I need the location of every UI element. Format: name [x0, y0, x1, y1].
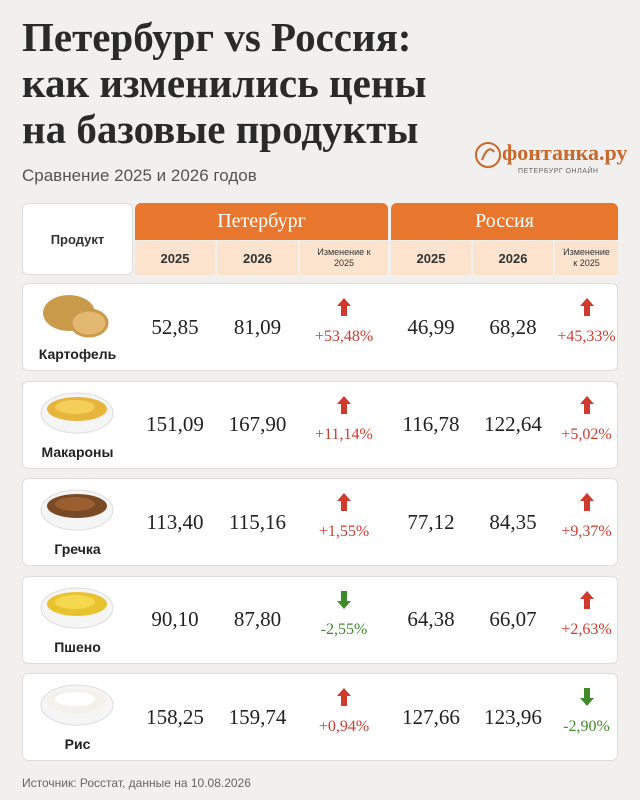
- change: -2,90%: [563, 718, 610, 735]
- title-line: на базовые продукты: [22, 106, 419, 152]
- column-header: 2026: [217, 241, 298, 275]
- price: 115,16: [229, 509, 286, 534]
- price: 158,25: [146, 704, 204, 729]
- change: +11,14%: [315, 425, 373, 443]
- group-header: Петербург: [135, 203, 388, 240]
- logo-icon: [475, 142, 501, 168]
- logo: фонтанка.ру: [502, 140, 628, 165]
- product-name: Макароны: [41, 443, 114, 460]
- price: 151,09: [146, 412, 204, 436]
- product-image: [40, 392, 114, 433]
- column-header: 2025: [135, 241, 215, 275]
- arrow-up: [579, 493, 594, 511]
- product-name: Гречка: [54, 541, 101, 557]
- arrow-up: [579, 395, 594, 414]
- row-card: [22, 673, 618, 761]
- product-header: Продукт: [22, 203, 133, 275]
- product-name: Пшено: [54, 638, 101, 655]
- price: 46,99: [407, 314, 455, 339]
- title: Петербург vs Россия: как изменились цены…: [22, 14, 426, 152]
- price: 90,10: [151, 607, 199, 631]
- price: 77,12: [407, 509, 455, 534]
- price: 66,07: [489, 607, 537, 631]
- change: -2,55%: [320, 620, 368, 638]
- price: 122,64: [484, 412, 542, 436]
- price: 52,85: [151, 314, 199, 339]
- row-card: [22, 478, 618, 566]
- change: +9,37%: [561, 523, 612, 540]
- product-image: [40, 684, 114, 726]
- row-card: [22, 283, 618, 371]
- change: +53,48%: [314, 328, 374, 345]
- product-name: Рис: [64, 736, 91, 752]
- source: Источник: Росстат, данные на 10.08.2026: [22, 776, 251, 790]
- column-header: 2025: [391, 241, 471, 275]
- product-image: [43, 295, 109, 338]
- product-image: [40, 587, 114, 628]
- column-header: Изменение к 2025: [300, 241, 388, 275]
- change: +2,63%: [561, 620, 612, 638]
- change: +45,33%: [557, 328, 616, 345]
- price: 64,38: [407, 607, 455, 631]
- price: 81,09: [233, 314, 282, 339]
- row-card: [22, 575, 618, 664]
- price: 159,74: [228, 704, 287, 729]
- price: 123,96: [484, 704, 542, 729]
- arrow-up: [337, 395, 351, 414]
- product-image: [40, 489, 114, 531]
- arrow-down: [337, 590, 351, 609]
- arrow-down: [579, 688, 594, 706]
- price: 68,28: [489, 314, 537, 339]
- arrow-up: [579, 298, 594, 316]
- price: 84,35: [489, 509, 537, 534]
- arrow-up: [337, 493, 351, 511]
- change: +0,94%: [318, 718, 370, 735]
- title-line: Петербург vs Россия:: [22, 14, 412, 60]
- price: 167,90: [228, 412, 287, 436]
- price: 113,40: [146, 509, 204, 534]
- price: 116,78: [402, 412, 460, 436]
- price: 127,66: [402, 704, 460, 729]
- group-header: Россия: [391, 203, 618, 240]
- row-card: [22, 380, 618, 469]
- arrow-up: [337, 688, 351, 706]
- price: 87,80: [233, 607, 282, 631]
- title-line: как изменились цены: [22, 60, 427, 106]
- change: +1,55%: [318, 523, 370, 540]
- column-header: Изменение к 2025: [555, 241, 618, 275]
- column-header: 2026: [473, 241, 553, 275]
- subtitle: Сравнение 2025 и 2026 годов: [22, 166, 257, 185]
- arrow-up: [337, 298, 351, 316]
- logo-tagline: ПЕТЕРБУРГ ОНЛАЙН: [518, 168, 599, 175]
- arrow-up: [579, 590, 594, 609]
- product-name: Картофель: [38, 346, 117, 362]
- change: +5,02%: [561, 425, 612, 443]
